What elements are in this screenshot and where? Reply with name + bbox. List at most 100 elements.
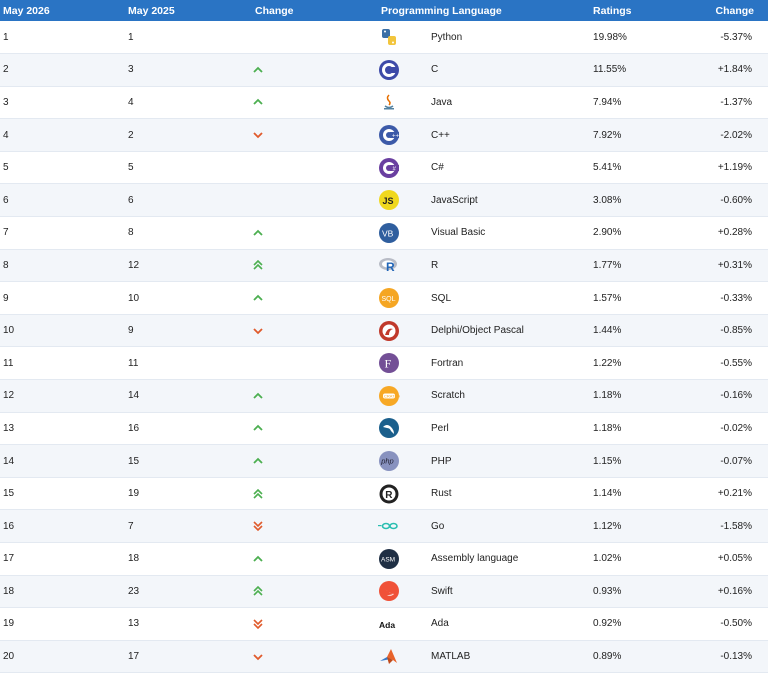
rank-current: 15 xyxy=(3,488,15,500)
c-icon xyxy=(379,59,399,80)
rating-value: 1.57% xyxy=(593,292,622,304)
rating-change: -5.37% xyxy=(720,31,753,43)
rank-previous: 16 xyxy=(128,422,140,434)
language-name: C++ xyxy=(431,129,450,141)
rating-value: 7.94% xyxy=(593,96,622,108)
rating-change: -0.13% xyxy=(720,651,753,663)
rank-current: 12 xyxy=(3,390,15,402)
language-name: Visual Basic xyxy=(431,227,486,239)
rank-previous: 23 xyxy=(128,585,140,597)
rating-change: +0.21% xyxy=(717,488,753,500)
rank-current: 19 xyxy=(3,618,15,630)
svg-text:R: R xyxy=(386,260,395,274)
header-rating-change: Change xyxy=(715,4,755,17)
language-icon-cell: JS xyxy=(378,184,428,217)
rating-value: 1.14% xyxy=(593,488,622,500)
language-name: JavaScript xyxy=(431,194,478,206)
ada-icon: Ada xyxy=(379,620,395,630)
table-row: 20 17 MATLAB 0.89% -0.13% xyxy=(0,640,768,673)
header-language: Programming Language xyxy=(381,4,502,17)
delphi-icon xyxy=(379,320,399,341)
svg-text:ASM: ASM xyxy=(381,556,395,563)
rust-icon: R xyxy=(379,484,399,504)
language-icon-cell: ASM xyxy=(378,543,428,576)
language-name: PHP xyxy=(431,455,452,467)
rating-value: 3.08% xyxy=(593,194,622,206)
up-arrow-icon xyxy=(253,294,263,301)
rank-current: 18 xyxy=(3,585,15,597)
up-arrow-icon xyxy=(253,457,263,464)
rating-change: +0.31% xyxy=(717,259,753,271)
table-row: 17 18 ASM Assembly language 1.02% +0.05% xyxy=(0,543,768,576)
table-row: 18 23 Swift 0.93% +0.16% xyxy=(0,575,768,608)
table-row: 11 11 F Fortran 1.22% -0.55% xyxy=(0,347,768,380)
swift-icon xyxy=(379,581,399,602)
trend-cell xyxy=(252,151,378,184)
rating-change: +1.84% xyxy=(717,64,753,76)
language-icon-cell: R xyxy=(378,477,428,510)
rank-current: 6 xyxy=(3,194,9,206)
double-up-arrow-icon xyxy=(253,488,263,499)
rating-change: -0.55% xyxy=(720,357,753,369)
header-current: May 2026 xyxy=(3,4,50,17)
table-row: 1 1 Python 19.98% -5.37% xyxy=(0,21,768,54)
visual-basic-icon: VB xyxy=(379,222,399,243)
rank-previous: 18 xyxy=(128,553,140,565)
trend-cell xyxy=(252,249,378,282)
language-name: Fortran xyxy=(431,357,464,369)
rank-previous: 7 xyxy=(128,520,134,532)
javascript-icon: JS xyxy=(379,190,399,211)
rating-value: 2.90% xyxy=(593,227,622,239)
language-name: SQL xyxy=(431,292,452,304)
header-ratings: Ratings xyxy=(593,4,632,17)
rank-previous: 6 xyxy=(128,194,134,206)
rating-value: 1.44% xyxy=(593,325,622,337)
java-icon xyxy=(384,94,394,110)
language-name: Java xyxy=(431,96,453,108)
rank-current: 17 xyxy=(3,553,15,565)
language-name: Scratch xyxy=(431,390,465,402)
language-icon-cell: # xyxy=(378,151,428,184)
rating-value: 1.77% xyxy=(593,259,622,271)
rank-previous: 8 xyxy=(128,227,134,239)
python-icon xyxy=(382,29,396,46)
rank-previous: 4 xyxy=(128,96,134,108)
language-icon-cell xyxy=(378,21,428,54)
language-name: Assembly language xyxy=(431,553,519,565)
rating-value: 0.89% xyxy=(593,651,622,663)
rank-current: 1 xyxy=(3,31,9,43)
perl-icon xyxy=(379,418,399,439)
up-arrow-icon xyxy=(253,392,263,399)
trend-cell xyxy=(252,347,378,380)
rating-change: +0.16% xyxy=(717,585,753,597)
rank-previous: 9 xyxy=(128,325,134,337)
trend-cell xyxy=(252,380,378,413)
rank-current: 3 xyxy=(3,96,9,108)
table-row: 10 9 Delphi/Object Pascal 1.44% -0.85% xyxy=(0,314,768,347)
svg-text:Ada: Ada xyxy=(379,620,395,630)
language-icon-cell: php xyxy=(378,445,428,478)
rating-value: 19.98% xyxy=(593,31,627,43)
rank-previous: 1 xyxy=(128,31,134,43)
trend-cell xyxy=(252,119,378,152)
table-row: 2 3 C 11.55% +1.84% xyxy=(0,53,768,87)
rating-change: -0.33% xyxy=(720,292,753,304)
rank-previous: 11 xyxy=(128,357,139,369)
rank-current: 2 xyxy=(3,64,9,76)
table-row: 6 6 JS JavaScript 3.08% -0.60% xyxy=(0,183,768,217)
table-row: 5 5 # C# 5.41% +1.19% xyxy=(0,151,768,184)
rank-previous: 19 xyxy=(128,488,140,500)
rank-current: 9 xyxy=(3,292,9,304)
language-icon-cell: SQL xyxy=(378,282,428,315)
language-icon-cell xyxy=(378,412,428,445)
rank-previous: 17 xyxy=(128,651,140,663)
svg-text:SQL: SQL xyxy=(382,296,396,303)
rating-change: -0.50% xyxy=(720,618,753,630)
svg-text:CRATCH: CRATCH xyxy=(384,393,400,398)
rank-current: 14 xyxy=(3,455,15,467)
table-header: May 2026 May 2025 Change Programming Lan… xyxy=(0,0,768,21)
down-arrow-icon xyxy=(253,132,263,139)
trend-cell xyxy=(252,640,378,673)
language-icon-cell: VB xyxy=(378,217,428,250)
rating-value: 1.18% xyxy=(593,422,622,434)
